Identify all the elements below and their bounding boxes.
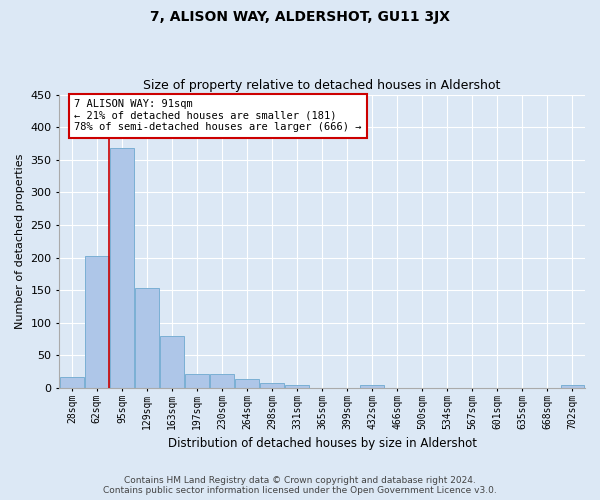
Bar (285, 384, 309, 388)
X-axis label: Distribution of detached houses by size in Aldershot: Distribution of detached houses by size … (167, 437, 476, 450)
Bar (110, 148, 134, 388)
Text: 7 ALISON WAY: 91sqm
← 21% of detached houses are smaller (181)
78% of semi-detac: 7 ALISON WAY: 91sqm ← 21% of detached ho… (74, 99, 362, 132)
Bar (210, 374, 234, 388)
Bar (60, 378, 84, 388)
Bar (135, 288, 159, 388)
Bar (260, 384, 284, 388)
Text: Contains HM Land Registry data © Crown copyright and database right 2024.
Contai: Contains HM Land Registry data © Crown c… (103, 476, 497, 495)
Y-axis label: Number of detached properties: Number of detached properties (15, 154, 25, 329)
Bar (361, 386, 384, 388)
Bar (560, 386, 584, 388)
Bar (160, 336, 184, 388)
Bar (185, 374, 209, 388)
Title: Size of property relative to detached houses in Aldershot: Size of property relative to detached ho… (143, 79, 501, 92)
Text: 7, ALISON WAY, ALDERSHOT, GU11 3JX: 7, ALISON WAY, ALDERSHOT, GU11 3JX (150, 10, 450, 24)
Bar (235, 380, 259, 388)
Bar (85, 256, 109, 388)
